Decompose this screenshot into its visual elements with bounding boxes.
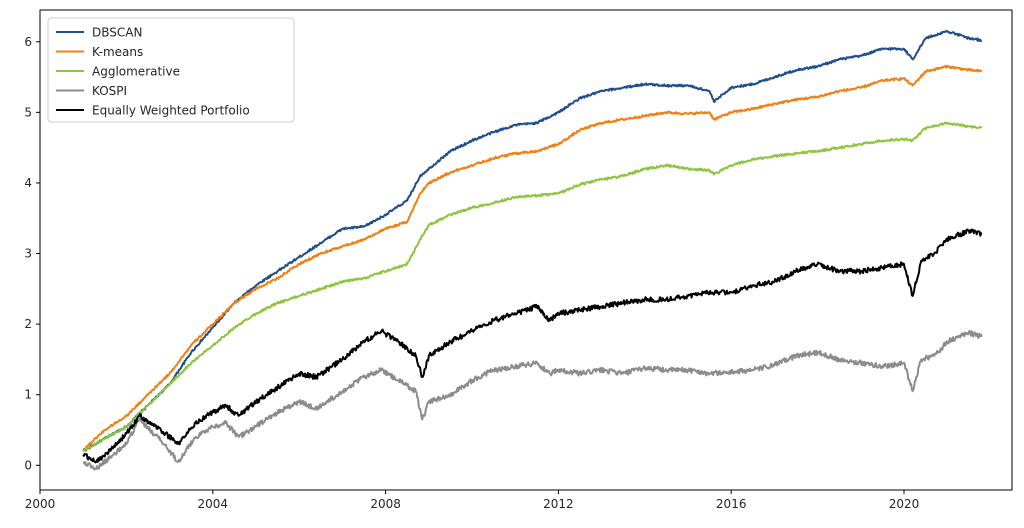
legend: DBSCAN K-means Agglomerative KOSPI Equally W…: [47, 17, 295, 123]
x-tick-label: 2004: [198, 497, 229, 511]
legend-label: Equally Weighted Portfolio: [92, 104, 250, 118]
y-tick-label: 3: [24, 247, 32, 261]
y-tick-label: 2: [24, 317, 32, 331]
legend-label: KOSPI: [92, 84, 127, 98]
legend-label: DBSCAN: [92, 26, 142, 40]
x-tick-label: 2020: [889, 497, 920, 511]
y-tick-label: 5: [24, 105, 32, 119]
legend-label: Agglomerative: [92, 65, 180, 79]
series-line-equally-weighted-portfolio: [82, 228, 983, 464]
y-tick-label: 4: [24, 176, 32, 190]
y-tick-label: 6: [24, 35, 32, 49]
y-axis: 0 1 2 3 4 5 6: [24, 35, 40, 472]
x-tick-label: 2008: [370, 497, 401, 511]
legend-box: [47, 17, 295, 123]
plot-frame: [39, 9, 1013, 491]
legend-label: K-means: [92, 45, 143, 59]
series-line-k-means: [82, 64, 983, 451]
plot-lines: [82, 29, 983, 471]
series-line-agglomerative: [82, 121, 983, 453]
x-axis: 2000 2004 2008 2012 2016 2020: [25, 490, 920, 511]
y-tick-label: 0: [24, 458, 32, 472]
x-tick-label: 2012: [543, 497, 574, 511]
x-tick-label: 2016: [716, 497, 747, 511]
x-tick-label: 2000: [25, 497, 56, 511]
y-tick-label: 1: [24, 388, 32, 402]
series-line-kospi: [82, 329, 983, 471]
